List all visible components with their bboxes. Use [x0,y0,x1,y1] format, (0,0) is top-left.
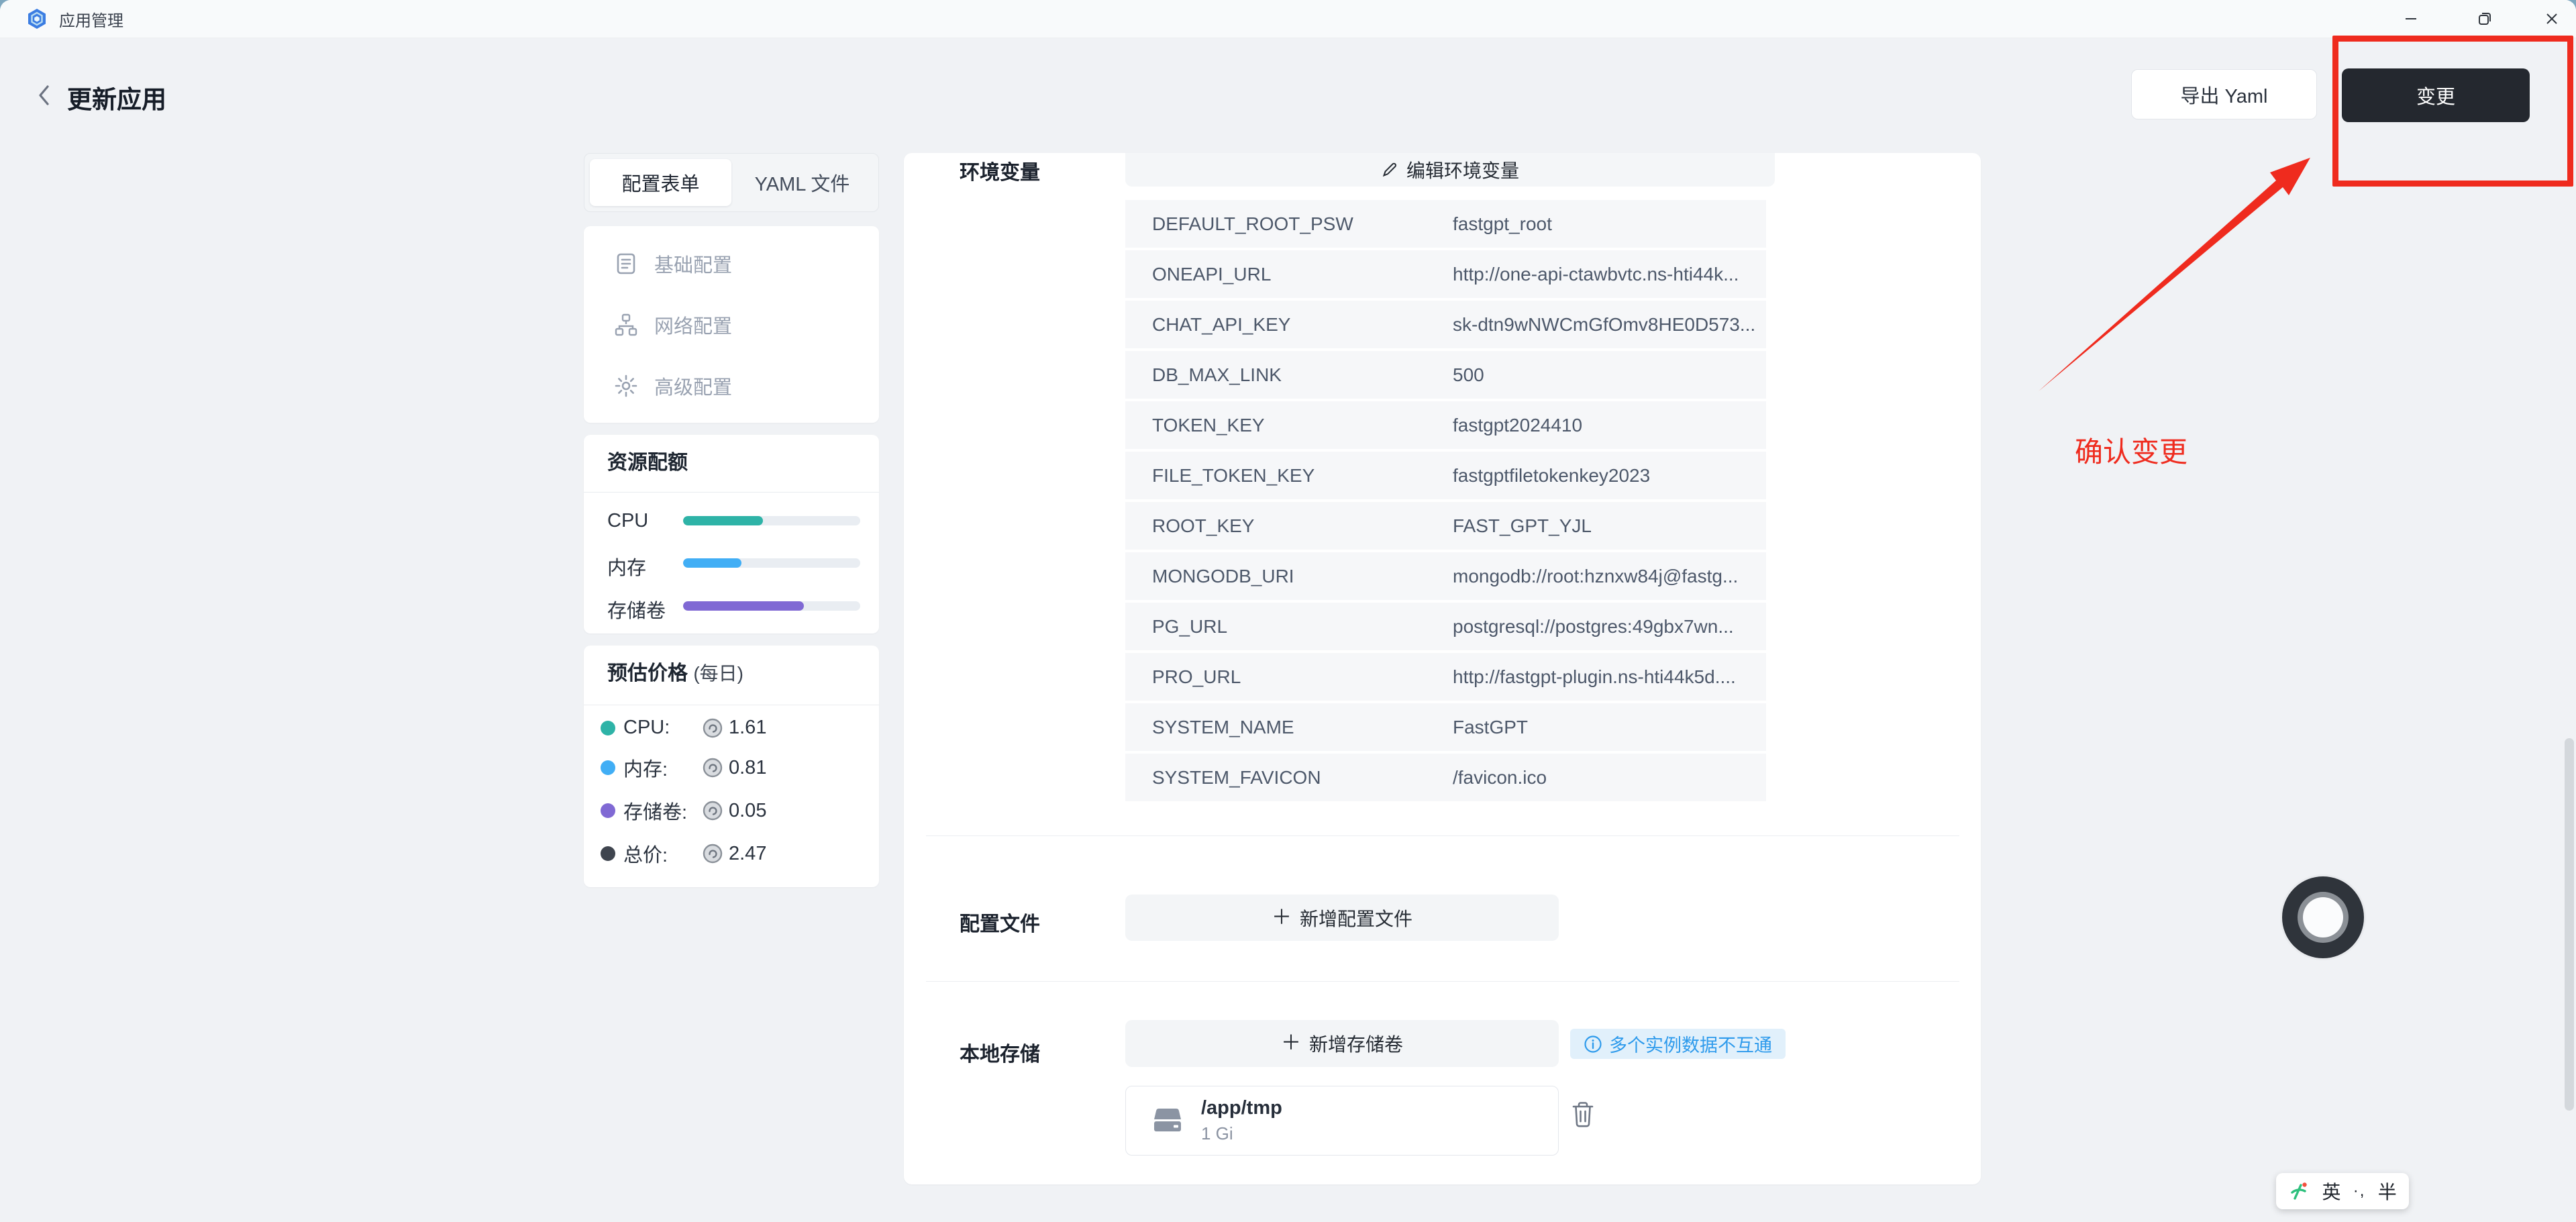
env-row: MONGODB_URI mongodb://root:hznxw84j@fastg… [1125,552,1766,600]
network-icon [614,313,638,337]
env-row: TOKEN_KEY fastgpt2024410 [1125,401,1766,449]
volume-item[interactable]: /app/tmp 1 Gi [1125,1086,1559,1156]
price-period-label: (每日) [693,663,743,684]
volume-path: /app/tmp [1201,1097,1282,1119]
price-row-memory: 内存: 0.81 [601,754,869,782]
storage-dot-icon [601,803,615,818]
cpu-dot-icon [601,720,615,735]
add-volume-button[interactable]: ＋ 新增存储卷 [1125,1020,1559,1067]
export-yaml-button[interactable]: 导出 Yaml [2131,69,2317,119]
divider [926,835,1959,836]
minimize-button[interactable] [2387,0,2434,38]
quota-storage-label: 存储卷 [607,601,666,622]
click-indicator [2280,874,2366,960]
page-title: 更新应用 [67,86,166,113]
env-vars-section-label: 环境变量 [960,162,1040,184]
estimated-price-card: 预估价格 (每日) CPU: 1.61 内存: 0.81 存储卷: 0.05 [584,646,879,887]
menu-item-label: 基础配置 [654,254,733,276]
divider [584,492,879,493]
quota-cpu-bar [683,516,860,525]
ime-status-bar[interactable]: 英 ·, 半 [2276,1173,2409,1209]
env-row: FILE_TOKEN_KEY fastgptfiletokenkey2023 [1125,452,1766,499]
quota-memory-bar-fill [683,558,742,568]
ime-lang-mode: 英 [2322,1182,2341,1203]
env-row: PRO_URL http://fastgpt-plugin.ns-hti44k5d… [1125,653,1766,701]
annotation-highlight-box [2332,36,2573,187]
env-row: DEFAULT_ROOT_PSW fastgpt_root [1125,200,1766,248]
quota-storage-bar [683,601,860,611]
ime-width-mode: 半 [2377,1182,2397,1203]
close-button[interactable] [2528,0,2575,38]
coin-icon [703,758,723,778]
window-titlebar: 应用管理 [0,0,2576,38]
env-row: CHAT_API_KEY sk-dtn9wNWCmGfOmv8HE0D573... [1125,301,1766,348]
env-row: DB_MAX_LINK 500 [1125,351,1766,399]
plus-icon: ＋ [1280,1032,1301,1054]
menu-item-label: 高级配置 [654,376,733,399]
resource-quota-card: 资源配额 CPU 内存 存储卷 [584,435,879,633]
config-section-menu: 基础配置 网络配置 高级配置 [584,226,879,423]
hard-drive-icon [1151,1107,1184,1134]
quota-storage-bar-fill [683,601,804,611]
local-storage-section-label: 本地存储 [960,1043,1040,1066]
menu-item-advanced-config[interactable]: 高级配置 [584,355,879,416]
scrollbar-thumb[interactable] [2565,738,2574,1111]
menu-item-label: 网络配置 [654,315,733,338]
coin-icon [703,801,723,821]
back-button[interactable] [27,78,62,113]
document-icon [614,252,638,276]
annotation-label: 确认变更 [2075,436,2188,468]
divider [926,981,1959,982]
env-row: SYSTEM_NAME FastGPT [1125,703,1766,751]
apply-change-button[interactable]: 变更 [2342,68,2530,122]
price-row-storage: 存储卷: 0.05 [601,797,869,825]
plus-icon: ＋ [1271,906,1292,929]
estimated-price-title: 预估价格 (每日) [607,662,743,684]
delete-volume-button[interactable] [1570,1101,1596,1129]
restore-button[interactable] [2461,0,2508,38]
volume-size: 1 Gi [1201,1123,1233,1143]
coin-icon [703,844,723,864]
menu-item-network-config[interactable]: 网络配置 [584,294,879,355]
window-title: 应用管理 [59,11,123,30]
ime-punct-mode: ·, [2353,1182,2366,1200]
edit-env-vars-button[interactable]: 编辑环境变量 [1125,153,1775,187]
quota-cpu-label: CPU [607,510,649,531]
env-row: ROOT_KEY FAST_GPT_YJL [1125,502,1766,550]
add-config-file-button[interactable]: ＋ 新增配置文件 [1125,895,1559,941]
env-row: PG_URL postgresql://postgres:49gbx7wn... [1125,603,1766,650]
memory-dot-icon [601,760,615,775]
app-launchpad-icon [25,7,48,30]
price-rows: CPU: 1.61 内存: 0.81 存储卷: 0.05 总价: 2.47 [601,709,869,875]
storage-info-badge: 多个实例数据不互通 [1570,1029,1786,1059]
quota-memory-label: 内存 [607,558,647,579]
pencil-icon [1381,161,1398,179]
env-row: ONEAPI_URL http://one-api-ctawbvtc.ns-hti… [1125,250,1766,298]
ime-logo-icon [2288,1180,2310,1202]
advanced-config-panel: 环境变量 编辑环境变量 DEFAULT_ROOT_PSW fastgpt_root… [904,153,1981,1184]
quota-memory-bar [683,558,860,568]
price-row-cpu: CPU: 1.61 [601,717,869,739]
info-icon [1584,1035,1602,1054]
tab-yaml-file[interactable]: YAML 文件 [754,174,850,195]
gear-icon [614,374,638,398]
quota-cpu-bar-fill [683,516,763,525]
config-file-section-label: 配置文件 [960,913,1040,935]
resource-quota-title: 资源配额 [607,452,688,474]
coin-icon [703,718,723,738]
env-vars-table: DEFAULT_ROOT_PSW fastgpt_root ONEAPI_URL h… [1125,200,1766,804]
menu-item-basic-config[interactable]: 基础配置 [584,233,879,294]
tab-config-form[interactable]: 配置表单 [590,159,731,206]
env-row: SYSTEM_FAVICON/favicon.ico [1125,754,1766,801]
price-row-total: 总价: 2.47 [601,839,869,868]
total-dot-icon [601,846,615,861]
config-mode-tabs: 配置表单 YAML 文件 [584,153,879,212]
